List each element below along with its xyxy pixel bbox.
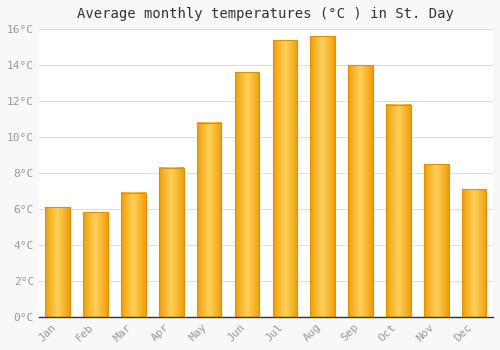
Title: Average monthly temperatures (°C ) in St. Day: Average monthly temperatures (°C ) in St… — [78, 7, 454, 21]
